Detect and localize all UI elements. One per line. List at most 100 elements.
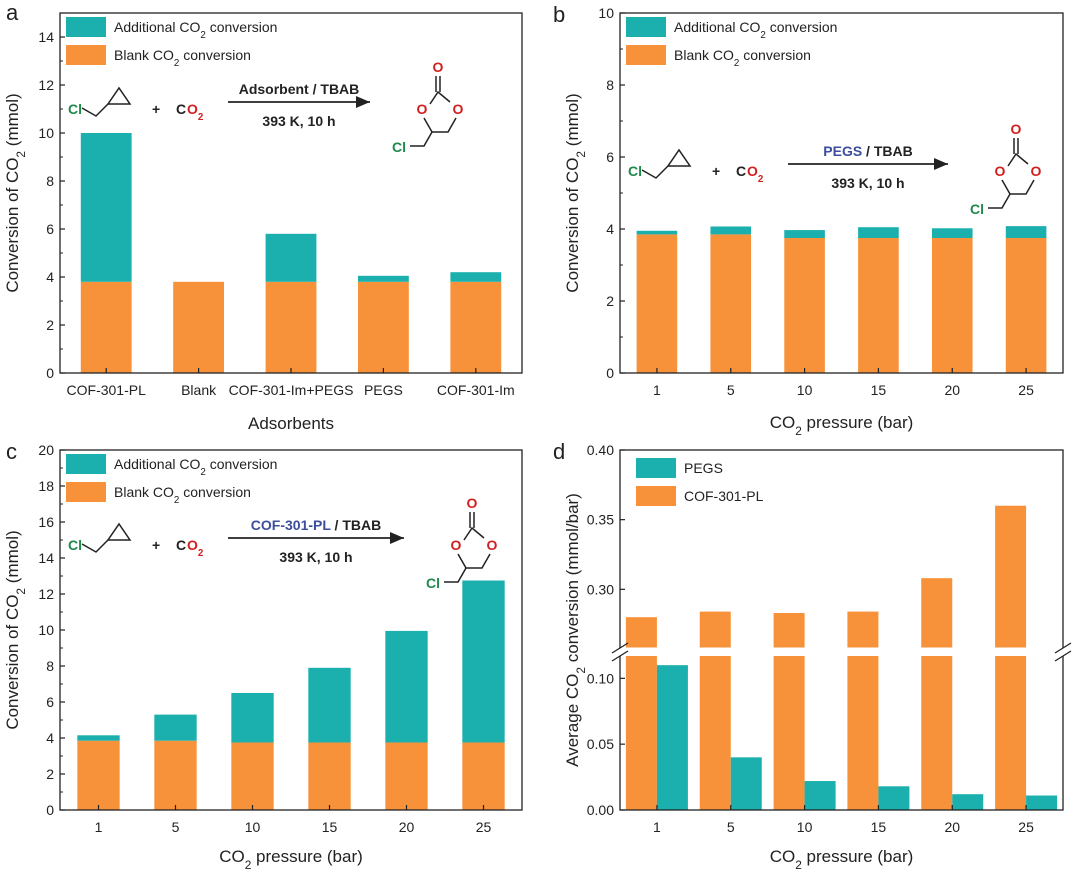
bar-cof301pl-4 [921, 578, 953, 810]
y-tick-label-a-14: 14 [38, 29, 54, 45]
reagent-label: COF-301-PL / TBAB [251, 517, 381, 533]
panel-label-c: c [6, 439, 17, 464]
y-tick-label-a-4: 4 [46, 269, 54, 285]
y-tick-label-c-20: 20 [38, 442, 54, 458]
bar-additional-c-4 [385, 630, 428, 743]
x-axis-title-b: CO2 pressure (bar) [770, 413, 914, 438]
legend-label-d-1: COF-301-PL [684, 488, 764, 504]
legend-swatch-b-1 [626, 45, 666, 65]
y-tick-label-c-4: 4 [46, 730, 54, 746]
panel-label-d: d [553, 439, 565, 464]
y-tick-label-a-2: 2 [46, 317, 54, 333]
bar-blank-c-4 [385, 742, 428, 810]
legend-swatch-a-0 [66, 17, 106, 37]
bar-additional-c-5 [462, 580, 505, 743]
reagent-label: PEGS / TBAB [823, 143, 912, 159]
cyclic-carbonate-structure: O O O Cl [970, 121, 1042, 217]
y-tick-label-a-10: 10 [38, 125, 54, 141]
reaction-scheme-a: Cl + C O2 Adsorbent / TBAB 393 K, 10 h O O O Cl [68, 59, 464, 155]
legend-swatch-b-0 [626, 17, 666, 37]
bar-cof301pl-3 [847, 611, 879, 810]
bar-additional-b-0 [636, 230, 678, 235]
y-tick-label-b-0: 0 [606, 365, 614, 381]
bar-blank-c-1 [154, 740, 197, 810]
x-tick-label-d-1: 5 [727, 819, 735, 835]
bar-blank-b-4 [931, 238, 973, 373]
ring-oxygen-right: O [453, 101, 464, 117]
carbonate-top-bonds [429, 90, 451, 105]
x-tick-label-a-0: COF-301-PL [67, 382, 147, 398]
ring-oxygen-right: O [487, 537, 498, 553]
carbonate-ring-bonds [423, 117, 457, 133]
x-tick-label-d-4: 20 [944, 819, 960, 835]
y-tick-label-d-0.40: 0.40 [587, 442, 614, 458]
epoxide-chain-bond [641, 165, 669, 179]
product-chlorine-label: Cl [392, 139, 406, 155]
carbonate-ring-bonds [1001, 179, 1035, 195]
panel-label-b: b [553, 2, 565, 27]
axis-break-cover-right [1061, 648, 1065, 656]
carbonate-ring-bonds [457, 553, 491, 569]
conditions-label: 393 K, 10 h [262, 113, 335, 129]
epoxide-ring [106, 522, 132, 541]
bar-additional-a-0 [80, 133, 132, 282]
bar-blank-b-3 [858, 238, 899, 373]
reaction-arrow-head [356, 96, 370, 108]
y-tick-label-c-12: 12 [38, 586, 54, 602]
bar-cof301pl-2 [773, 612, 805, 810]
cyclic-carbonate-structure: O O O Cl [426, 495, 498, 591]
bar-blank-c-2 [231, 742, 274, 810]
bar-blank-c-0 [77, 740, 120, 810]
x-tick-label-b-0: 1 [653, 382, 661, 398]
chlorine-atom-label: Cl [68, 101, 82, 117]
x-axis-title-d: CO2 pressure (bar) [770, 847, 914, 872]
y-axis-title-a: Conversion of CO2 (mmol) [3, 93, 28, 292]
carbonate-side-chain [410, 131, 433, 147]
bar-pegs-1 [730, 757, 762, 810]
reaction-scheme-b: Cl + C O2 PEGS / TBAB 393 K, 10 h O O O Cl [628, 121, 1042, 217]
ring-oxygen-left: O [417, 101, 428, 117]
legend-label-c-1: Blank CO2 conversion [114, 484, 251, 506]
y-tick-label-b-10: 10 [598, 5, 614, 21]
legend-label-c-0: Additional CO2 conversion [114, 456, 277, 478]
x-tick-label-b-1: 5 [727, 382, 735, 398]
legend-label-d-0: PEGS [684, 460, 723, 476]
axis-break-gap [621, 648, 1062, 656]
co2-carbon-label: C [736, 163, 746, 179]
bar-blank-b-0 [636, 234, 678, 373]
chlorine-atom-label: Cl [68, 537, 82, 553]
y-tick-label-c-2: 2 [46, 766, 54, 782]
x-tick-label-a-4: COF-301-Im [437, 382, 515, 398]
legend-label-a-1: Blank CO2 conversion [114, 47, 251, 69]
bar-additional-c-3 [308, 667, 351, 743]
bar-pegs-3 [878, 786, 910, 810]
y-tick-label-a-12: 12 [38, 77, 54, 93]
bar-cof301pl-1 [699, 611, 731, 810]
bar-blank-a-4 [450, 281, 502, 373]
legend-swatch-d-0 [636, 458, 676, 478]
bar-additional-a-2 [265, 233, 317, 282]
x-tick-label-d-0: 1 [653, 819, 661, 835]
carbonyl-oxygen: O [433, 59, 444, 75]
co2-oxygen-label: O2 [187, 101, 204, 123]
legend-swatch-a-1 [66, 45, 106, 65]
y-tick-label-c-16: 16 [38, 514, 54, 530]
axis-break-mark-1-b [1054, 650, 1072, 662]
reaction-arrow-head [934, 158, 948, 170]
bar-blank-b-5 [1005, 238, 1047, 373]
bar-blank-b-2 [784, 238, 825, 373]
plot-frame-c [59, 449, 523, 811]
co2-carbon-label: C [176, 537, 186, 553]
carbonate-top-bonds [1007, 152, 1029, 167]
bar-blank-b-1 [710, 234, 752, 373]
y-tick-label-c-10: 10 [38, 622, 54, 638]
conditions-label: 393 K, 10 h [279, 549, 352, 565]
product-chlorine-label: Cl [426, 575, 440, 591]
plus-sign: + [712, 163, 720, 179]
y-tick-label-c-14: 14 [38, 550, 54, 566]
x-tick-label-c-0: 1 [95, 819, 103, 835]
x-tick-label-a-1: Blank [181, 382, 217, 398]
panel-label-a: a [6, 0, 19, 25]
